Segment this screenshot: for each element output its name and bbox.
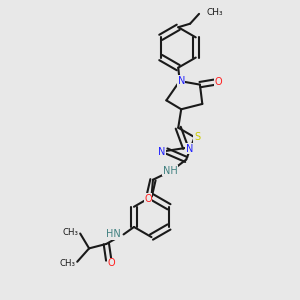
- Text: N: N: [158, 147, 166, 157]
- Text: S: S: [194, 132, 200, 142]
- Text: N: N: [178, 76, 185, 86]
- Text: CH₃: CH₃: [63, 227, 79, 236]
- Text: N: N: [185, 144, 193, 154]
- Text: O: O: [215, 77, 223, 87]
- Text: HN: HN: [106, 230, 121, 239]
- Text: O: O: [144, 194, 152, 204]
- Text: O: O: [108, 258, 116, 268]
- Text: CH₃: CH₃: [206, 8, 223, 17]
- Text: NH: NH: [163, 166, 177, 176]
- Text: CH₃: CH₃: [60, 259, 76, 268]
